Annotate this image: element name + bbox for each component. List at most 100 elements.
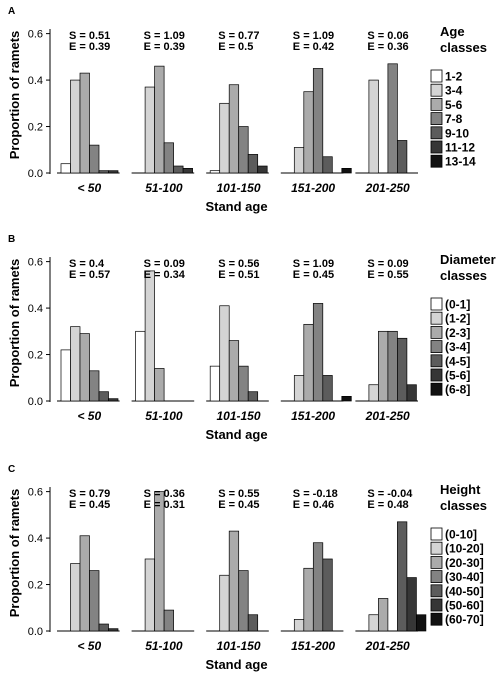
bar xyxy=(79,72,90,174)
bar xyxy=(228,530,240,632)
bar xyxy=(219,574,230,632)
stat-s: S = 0.36 xyxy=(144,488,185,500)
y-tick-label: 0.6 xyxy=(28,257,43,269)
bar xyxy=(108,398,119,402)
legend-entry: (10-20] xyxy=(445,542,484,556)
panel-a: A 0.0 0.2 0.4 0.6 Proportion of ramets Stand a… xyxy=(7,6,487,214)
bar xyxy=(397,337,408,402)
stat-s: S = 0.77 xyxy=(218,30,259,42)
category-group: 51-100 S = 0.09E = 0.34 xyxy=(131,258,195,423)
bar xyxy=(368,384,379,402)
x-tick-label: 201-250 xyxy=(365,181,410,195)
y-tick-label: 0.4 xyxy=(28,303,43,315)
y-tick-label: 0.2 xyxy=(28,122,43,134)
bar xyxy=(368,79,379,174)
x-tick-label: < 50 xyxy=(77,639,101,653)
y-tick-label: 0.2 xyxy=(28,350,43,362)
legend-entry: 3-4 xyxy=(445,84,463,98)
bar xyxy=(397,140,408,174)
stat-s: S = 0.09 xyxy=(144,258,185,270)
bar xyxy=(182,168,193,174)
bar xyxy=(144,558,155,632)
x-tick-label: 201-250 xyxy=(365,639,410,653)
legend-swatch xyxy=(430,112,443,125)
x-tick-label: 51-100 xyxy=(145,181,183,195)
x-tick-label: < 50 xyxy=(77,409,101,423)
legend-swatch xyxy=(430,541,443,555)
stat-e: E = 0.42 xyxy=(293,41,334,53)
stat-e: E = 0.57 xyxy=(69,269,110,281)
y-tick-label: 0.4 xyxy=(28,533,43,545)
x-tick-label: 51-100 xyxy=(145,409,183,423)
stat-e: E = 0.46 xyxy=(293,499,334,511)
y-tick-label: 0.0 xyxy=(28,626,43,638)
legend-entry: 11-12 xyxy=(445,141,475,155)
bar xyxy=(293,147,305,174)
category-group: 51-100 S = 1.09E = 0.39 xyxy=(131,30,195,195)
legend-swatch xyxy=(430,598,443,612)
stat-e: E = 0.45 xyxy=(293,269,334,281)
y-tick-label: 0.0 xyxy=(28,396,43,408)
bar xyxy=(144,86,155,174)
bar xyxy=(416,614,427,632)
legend-title: classes xyxy=(440,498,487,513)
legend-swatch xyxy=(430,556,443,569)
stat-s: S = 0.09 xyxy=(367,258,408,270)
category-group: 101-150 S = 0.56E = 0.51 xyxy=(206,258,269,423)
x-axis-label: Stand age xyxy=(205,657,267,672)
bar xyxy=(238,126,249,174)
legend-swatch xyxy=(430,126,443,140)
bar xyxy=(312,68,324,174)
category-group: < 50 S = 0.4E = 0.57 xyxy=(57,258,120,423)
stat-s: S = 0.4 xyxy=(69,258,105,270)
stat-s: S = 1.09 xyxy=(144,30,185,42)
bar xyxy=(89,144,100,174)
legend-swatch xyxy=(430,297,443,311)
bar xyxy=(341,168,352,174)
legend-entry: 13-14 xyxy=(445,155,476,169)
bar xyxy=(108,170,119,174)
bar xyxy=(98,391,109,402)
category-group: 201-250 S = -0.04E = 0.48 xyxy=(355,488,427,653)
legend-entry: 9-10 xyxy=(445,126,469,140)
bar xyxy=(60,163,71,174)
category-group: 201-250 S = 0.09E = 0.55 xyxy=(355,258,418,423)
legend-entry: (30-40] xyxy=(445,570,484,584)
legend-entry: (4-5] xyxy=(445,354,470,368)
bar xyxy=(70,563,81,632)
x-tick-label: 51-100 xyxy=(145,639,183,653)
legend-swatch xyxy=(430,584,443,598)
bar xyxy=(98,170,109,174)
bar xyxy=(163,609,174,632)
x-tick-label: 101-150 xyxy=(216,409,260,423)
bar xyxy=(303,567,314,632)
legend-entry: (6-8] xyxy=(445,383,470,397)
stat-e: E = 0.31 xyxy=(144,499,185,511)
stat-e: E = 0.34 xyxy=(144,269,186,281)
bar xyxy=(247,614,259,632)
bar xyxy=(406,577,417,632)
legend-swatch xyxy=(430,69,443,83)
y-tick-label: 0.0 xyxy=(28,168,43,180)
stat-s: S = 0.55 xyxy=(218,488,259,500)
bar xyxy=(293,375,305,402)
panel-label: C xyxy=(8,464,15,475)
legend-swatch xyxy=(430,570,443,583)
y-axis-label: Proportion of ramets xyxy=(7,489,22,618)
stat-s: S = 0.79 xyxy=(69,488,110,500)
bar xyxy=(144,270,155,402)
panel-label: A xyxy=(8,6,15,17)
stat-e: E = 0.39 xyxy=(144,41,185,53)
bar xyxy=(387,63,398,174)
panel-c: C 0.0 0.2 0.4 0.6 Proportion of ramets Stand a… xyxy=(7,464,487,672)
bar xyxy=(378,330,389,402)
legend-entry: (50-60] xyxy=(445,599,484,613)
bar xyxy=(303,323,314,402)
stat-s: S = -0.04 xyxy=(367,488,413,500)
legend-title: Height xyxy=(440,482,481,497)
bar xyxy=(322,156,333,174)
legend-title: Age xyxy=(440,24,465,39)
bar xyxy=(154,65,165,174)
